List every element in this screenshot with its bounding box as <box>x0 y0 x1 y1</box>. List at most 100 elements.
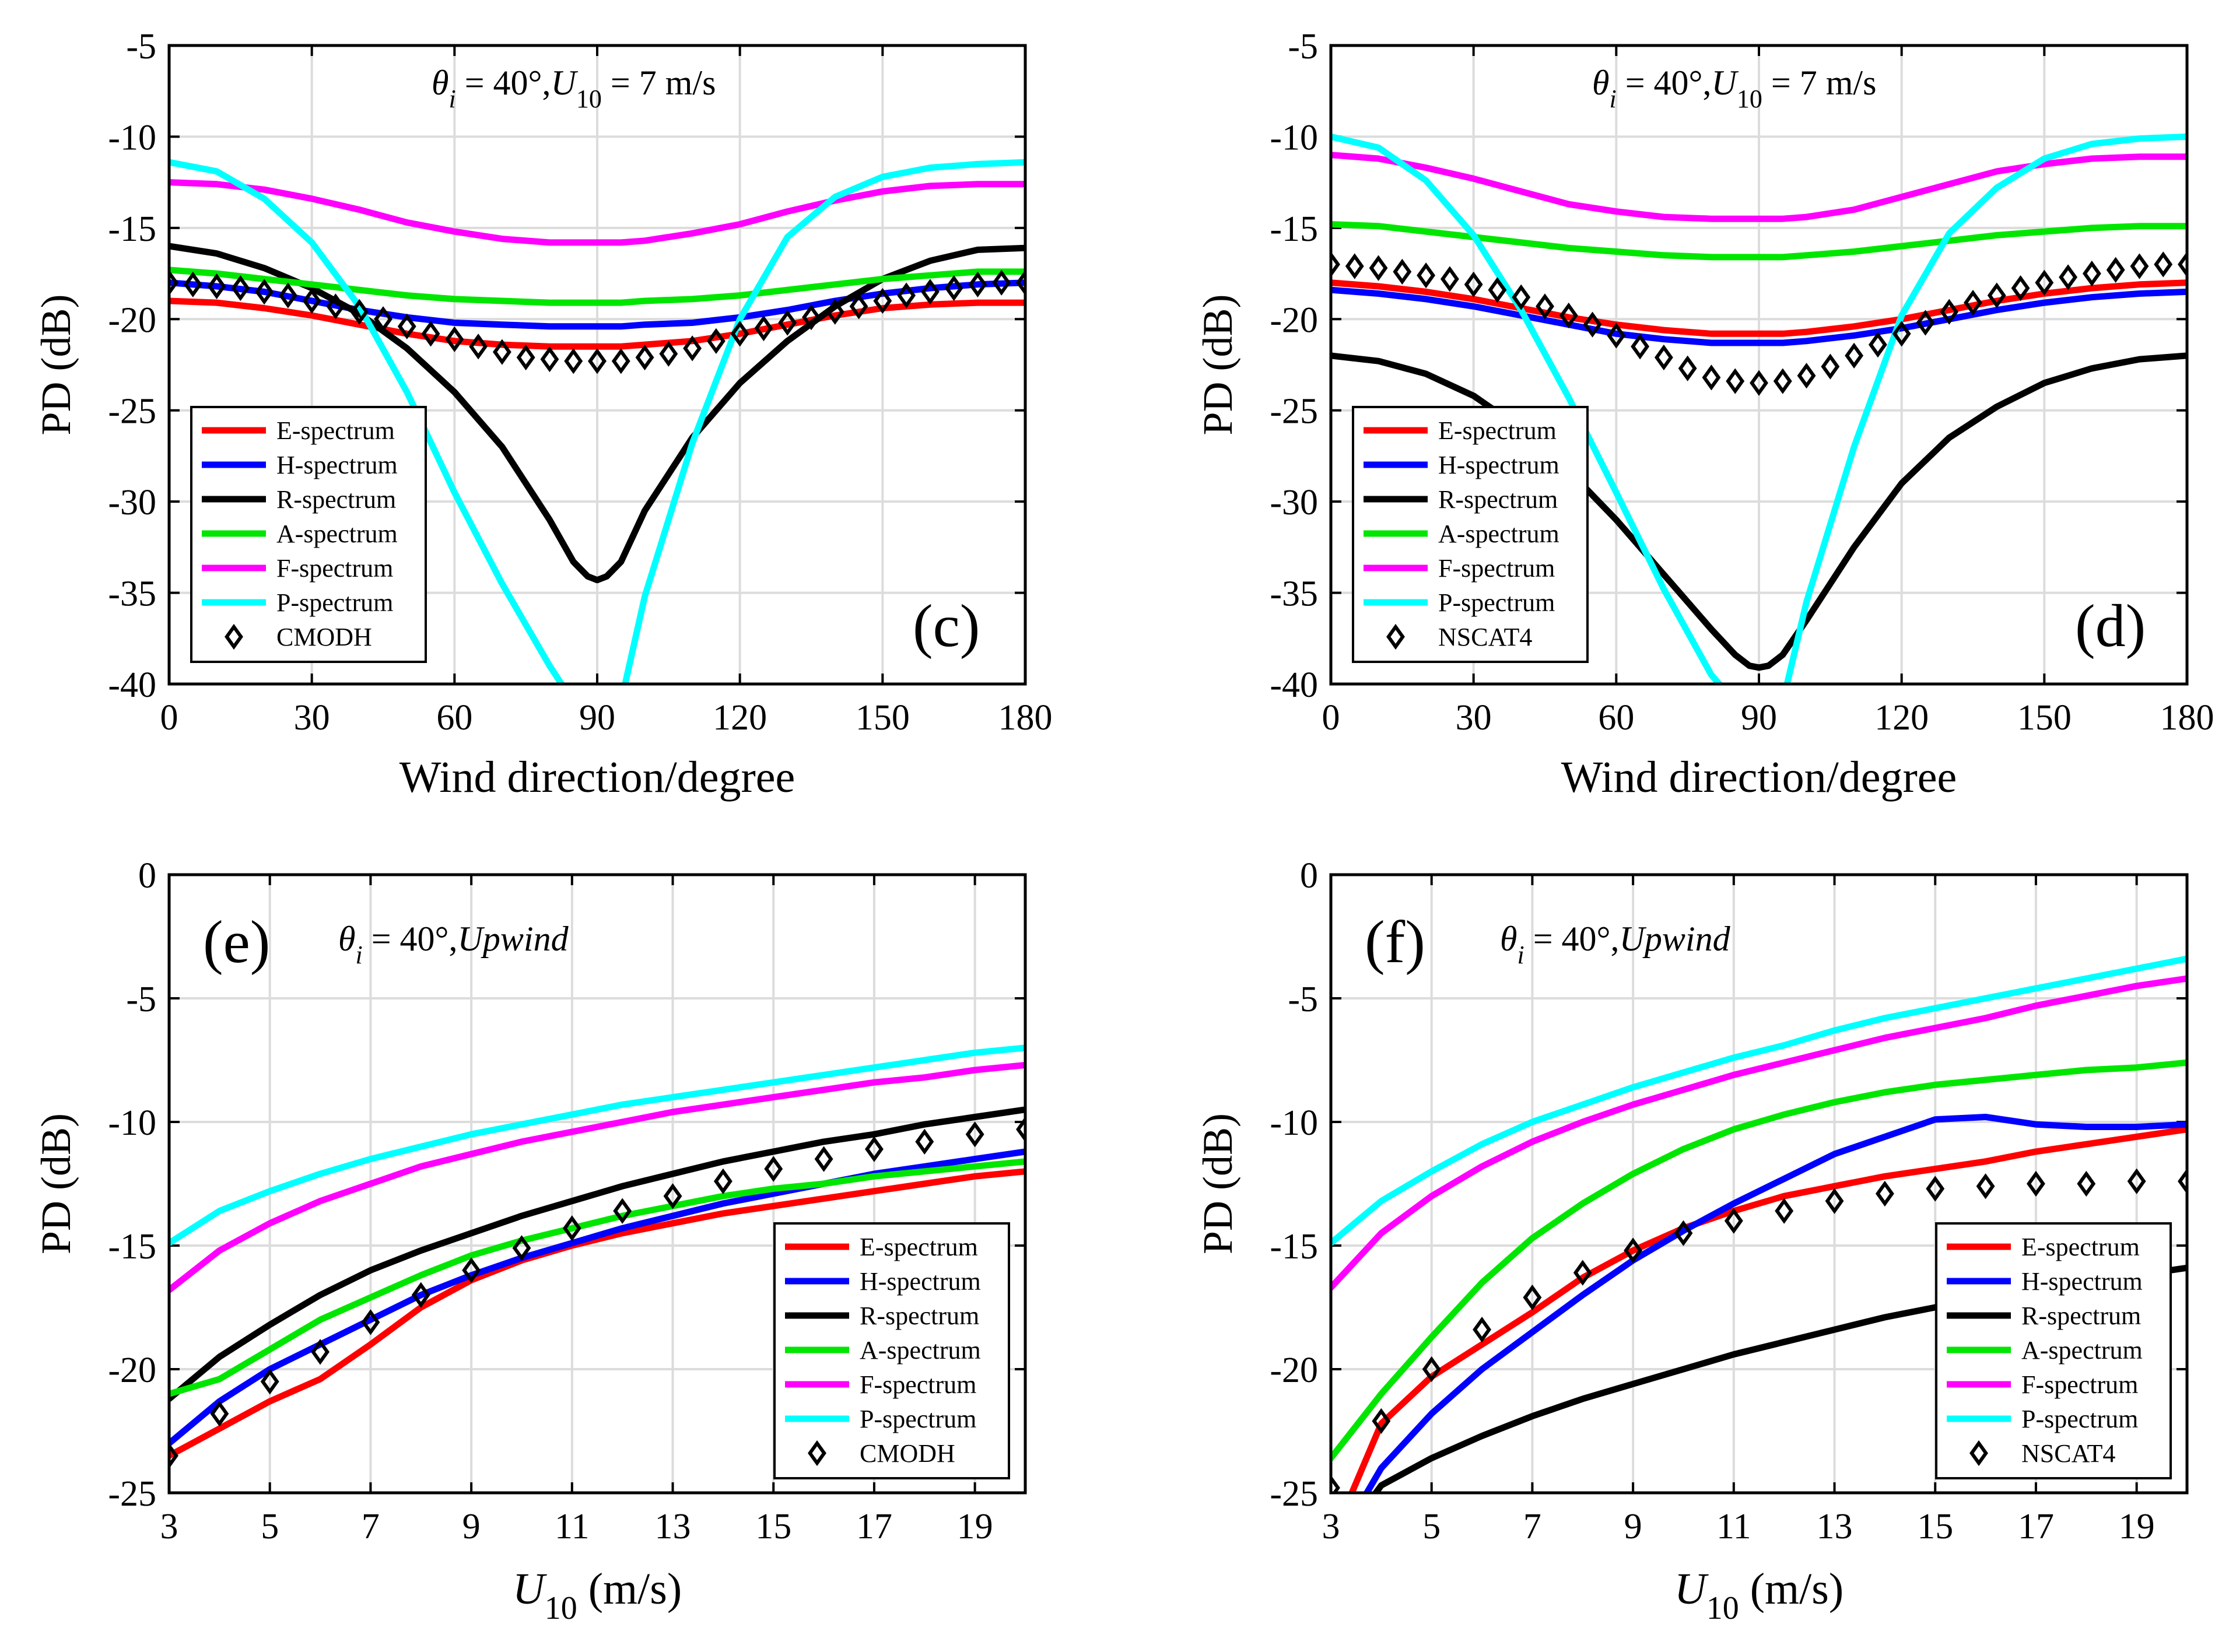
legend-label: R-spectrum <box>1438 485 1558 514</box>
y-tick-label: -20 <box>108 300 156 340</box>
y-tick-label: -40 <box>1270 665 1318 705</box>
y-tick-label: -20 <box>1270 300 1318 340</box>
observation-point <box>1875 1180 1894 1207</box>
observation-point <box>1331 1475 1340 1493</box>
observation-point <box>2059 264 2078 290</box>
legend-label: A-spectrum <box>860 1336 981 1365</box>
axes-box <box>167 44 1027 686</box>
x-tick-label: 9 <box>1624 1507 1642 1546</box>
ticks: 3 5 7 9 11 13 15 17 19 0 -5 -10 -15 -20 -25 <box>1270 856 2187 1546</box>
series-lines <box>1331 955 2187 1493</box>
legend-marker-observation <box>808 1440 826 1467</box>
legend-label: CMODH <box>860 1439 955 1468</box>
x-tick-label: 0 <box>1322 698 1340 738</box>
observation-point <box>683 335 702 362</box>
annotation-eq: = 40°, <box>1524 920 1620 958</box>
legend-label: A-spectrum <box>1438 520 1559 548</box>
observation-point <box>260 1369 279 1395</box>
observation-point <box>1573 1260 1592 1286</box>
axes-box <box>1329 873 2189 1495</box>
x-tick-label: 5 <box>261 1507 279 1546</box>
observation-point <box>611 348 630 374</box>
observation-point <box>849 293 868 320</box>
annotation-tail: = 7 m/s <box>602 64 716 102</box>
observation-point <box>1331 251 1340 278</box>
observation-point <box>1926 1176 1945 1202</box>
observation-point <box>492 339 511 365</box>
observation-point <box>1488 277 1507 303</box>
x-tick-label: 180 <box>998 698 1053 738</box>
observation-point <box>873 287 892 314</box>
observation-point <box>1940 299 1959 325</box>
observation-point <box>1631 334 1650 360</box>
panel-e: 3 5 7 9 11 13 15 17 19 0 -5 -10 -15 -20 -25 PD (dB) U10 … <box>33 856 1027 1626</box>
annotation-tail: = 7 m/s <box>1762 64 1877 102</box>
x-tick-label: 3 <box>160 1507 178 1546</box>
x-tick-label: 120 <box>1874 698 1929 738</box>
observation-point <box>663 1183 682 1209</box>
legend: E-spectrum H-spectrum R-spectrum A-spectrum… <box>1352 406 1589 663</box>
x-tick-label: 150 <box>856 698 910 738</box>
observation-point <box>540 346 559 373</box>
observation-point <box>445 326 464 352</box>
legend-marker-observation <box>1386 623 1405 650</box>
x-axis-label: U10 (m/s) <box>1674 1565 1844 1626</box>
y-tick-label: -15 <box>108 209 156 249</box>
observation-point <box>411 1282 430 1308</box>
y-axis-label: PD (dB) <box>1194 1113 1241 1254</box>
observation-point <box>169 269 178 296</box>
series-line-p <box>169 159 1025 684</box>
legend-label: E-spectrum <box>860 1233 978 1261</box>
x-axis-label-tail: (m/s) <box>1739 1565 1844 1614</box>
observation-point <box>1892 321 1911 347</box>
x-axis-label: U10 (m/s) <box>513 1565 682 1626</box>
x-axis-label: Wind direction/degree <box>399 753 795 802</box>
observation-point <box>730 321 749 347</box>
y-tick-label: -35 <box>1270 574 1318 614</box>
observation-point <box>802 304 821 331</box>
annotation-u-sub: 10 <box>576 85 602 113</box>
panel-label: (d) <box>2075 592 2146 660</box>
y-tick-label: -25 <box>1270 392 1318 432</box>
observation-point <box>1016 1116 1025 1142</box>
x-tick-label: 180 <box>2160 698 2214 738</box>
legend-marker-observation <box>225 623 243 650</box>
x-tick-label: 15 <box>1917 1507 1953 1546</box>
observation-point <box>361 1309 380 1335</box>
x-tick-label: 60 <box>436 698 472 738</box>
observation-point <box>1964 289 1982 316</box>
observation-point <box>1797 363 1816 389</box>
annotation-theta: θ <box>432 64 448 102</box>
y-tick-label: -25 <box>108 1474 156 1514</box>
legend-label: A-spectrum <box>2021 1336 2143 1365</box>
legend-label: H-spectrum <box>1438 451 1559 479</box>
legend-label: F-spectrum <box>860 1370 976 1399</box>
observation-point <box>2127 1168 2146 1194</box>
observation-point <box>713 1168 733 1194</box>
observation-point <box>1821 353 1840 380</box>
observation-point <box>635 344 654 371</box>
observation-markers <box>1331 1168 2187 1493</box>
series-line-r <box>169 1106 1025 1402</box>
x-tick-label: 11 <box>1716 1507 1751 1546</box>
observation-point <box>1464 271 1483 297</box>
observation-point <box>1678 355 1697 381</box>
observation-point <box>1422 1356 1441 1383</box>
y-axis-label: PD (dB) <box>1194 294 1241 435</box>
series-line-e <box>1331 279 2187 337</box>
panel-d: 0 30 60 90 120 150 180 -5 -10 -15 -20 -25 -30 -35 -40 P… <box>1194 27 2214 802</box>
observation-point <box>1775 1198 1794 1224</box>
observation-point <box>2178 251 2187 278</box>
series-line-p <box>1331 955 2187 1247</box>
y-tick-label: 0 <box>138 856 156 896</box>
x-axis-label-tail: (m/s) <box>577 1565 682 1614</box>
y-tick-label: -30 <box>1270 483 1318 522</box>
y-tick-label: -30 <box>108 483 156 522</box>
x-axis-label-sub: 10 <box>545 1590 577 1626</box>
y-tick-label: -15 <box>108 1227 156 1267</box>
series-line-f <box>169 179 1025 246</box>
x-tick-label: 30 <box>294 698 330 738</box>
observation-point <box>706 328 726 354</box>
condition-annotation: θi = 40°,Upwind <box>338 920 569 969</box>
observation-point <box>1536 293 1554 320</box>
